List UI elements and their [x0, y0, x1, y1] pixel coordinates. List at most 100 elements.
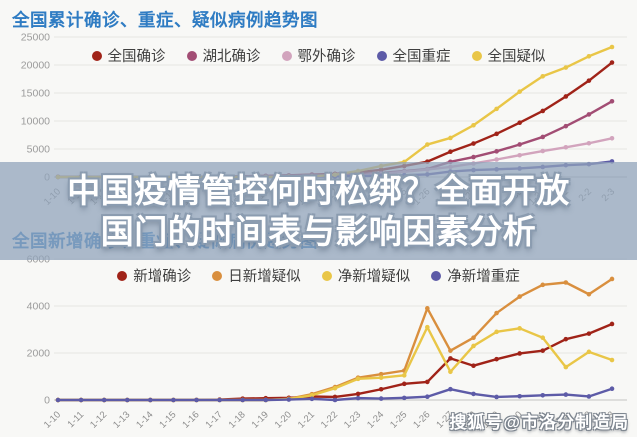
- data-point: [586, 140, 592, 146]
- data-point: [609, 386, 615, 392]
- x-tick-label: 1-23: [342, 409, 363, 430]
- y-tick-label: 15000: [21, 88, 50, 100]
- data-point: [378, 371, 384, 377]
- data-point: [78, 397, 84, 403]
- x-tick-label: 1-25: [388, 409, 409, 430]
- data-point: [517, 142, 522, 147]
- data-point: [171, 397, 176, 403]
- data-point: [448, 386, 453, 392]
- data-point: [425, 306, 430, 311]
- legend-item: 净新增疑似: [321, 265, 410, 286]
- legend-item: 鄂外确诊: [281, 45, 356, 66]
- legend-dot-icon: [431, 270, 442, 281]
- legend-label: 全国确诊: [107, 49, 166, 65]
- x-tick-label: 1-13: [111, 409, 132, 430]
- watermark: 搜狐号@市洛分制造局: [449, 413, 629, 432]
- data-point: [471, 335, 476, 341]
- data-point: [378, 386, 384, 392]
- data-point: [609, 321, 615, 327]
- data-point: [563, 123, 569, 129]
- x-tick-label: 1-10: [42, 409, 63, 430]
- data-point: [471, 343, 476, 349]
- legend-label: 净新增重症: [447, 269, 520, 285]
- data-point: [355, 395, 361, 401]
- data-point: [425, 394, 430, 400]
- data-point: [517, 326, 522, 331]
- data-point: [609, 44, 615, 50]
- x-tick-label: 1-21: [296, 409, 317, 430]
- data-point: [609, 276, 615, 282]
- data-point: [540, 148, 546, 154]
- data-point: [494, 131, 499, 137]
- legend-item: 全国重症: [376, 45, 451, 66]
- data-point: [517, 152, 522, 158]
- data-point: [286, 397, 292, 402]
- daily-new-chart-legend: 新增确诊 日新增疑似 净新增疑似 净新增重症: [0, 265, 637, 286]
- data-point: [517, 120, 522, 126]
- y-tick-label: 25000: [21, 32, 50, 44]
- series-line: [56, 61, 614, 178]
- data-point: [517, 351, 522, 356]
- legend-item: 新增确诊: [117, 265, 191, 286]
- data-point: [586, 78, 592, 83]
- data-point: [609, 135, 615, 141]
- data-point: [55, 397, 61, 403]
- legend-dot-icon: [186, 50, 197, 61]
- data-point: [517, 89, 522, 94]
- x-tick-label: 1-24: [365, 409, 386, 430]
- data-point: [540, 348, 546, 353]
- legend-item: 净新增重症: [431, 265, 520, 286]
- data-point: [240, 397, 245, 403]
- data-point: [540, 335, 546, 341]
- x-tick-label: 1-20: [273, 409, 294, 430]
- x-tick-label: 1-19: [250, 409, 271, 430]
- data-point: [494, 329, 499, 335]
- data-point: [540, 108, 546, 114]
- y-tick-label: 10000: [21, 116, 50, 128]
- legend-item: 全国疑似: [471, 45, 546, 66]
- legend-label: 全国疑似: [487, 49, 546, 65]
- data-point: [540, 73, 546, 79]
- legend-dot-icon: [376, 50, 387, 61]
- x-tick-label: 1-17: [203, 409, 224, 430]
- data-point: [494, 310, 499, 316]
- data-point: [425, 379, 430, 385]
- data-point: [309, 393, 315, 398]
- data-point: [309, 396, 315, 402]
- data-point: [586, 394, 592, 399]
- data-point: [540, 282, 546, 288]
- data-point: [124, 397, 130, 403]
- data-point: [517, 393, 522, 399]
- headline-line-2: 国门的时间表与影响因素分析: [100, 213, 537, 250]
- y-tick-label: 2000: [27, 348, 51, 360]
- x-tick-label: 1-16: [180, 409, 201, 430]
- data-point: [563, 144, 569, 150]
- x-tick-label: 1-22: [319, 409, 340, 430]
- series-line: [56, 45, 614, 179]
- data-point: [448, 348, 453, 353]
- legend-dot-icon: [321, 270, 332, 281]
- data-point: [332, 385, 338, 391]
- data-point: [494, 106, 499, 112]
- legend-item: 湖北确诊: [186, 45, 261, 66]
- legend-dot-icon: [281, 50, 292, 61]
- data-point: [448, 369, 453, 375]
- data-point: [401, 381, 407, 387]
- data-point: [378, 375, 384, 380]
- y-tick-label: 4000: [27, 301, 51, 313]
- x-tick-label: 1-11: [65, 409, 86, 430]
- legend-label: 鄂外确诊: [297, 49, 356, 65]
- legend-dot-icon: [91, 50, 102, 61]
- data-point: [586, 112, 592, 117]
- series-line: [56, 277, 614, 402]
- data-point: [563, 94, 569, 99]
- legend-item: 全国确诊: [91, 45, 166, 66]
- data-point: [517, 294, 522, 299]
- data-point: [609, 357, 615, 363]
- x-tick-label: 1-14: [134, 409, 155, 430]
- x-tick-label: 1-15: [157, 409, 178, 430]
- data-point: [448, 356, 453, 361]
- data-point: [563, 364, 569, 370]
- y-tick-label: 5000: [27, 144, 51, 156]
